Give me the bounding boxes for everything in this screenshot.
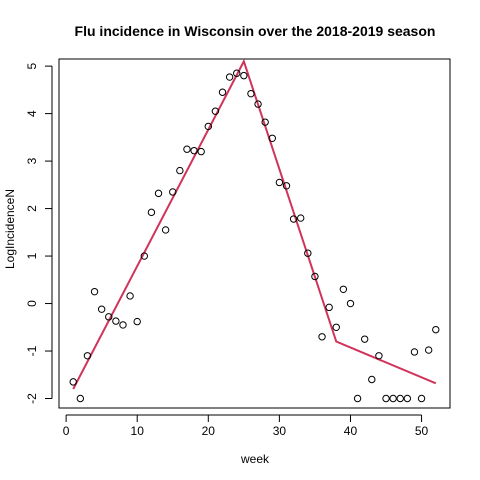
data-point bbox=[254, 100, 262, 108]
data-point bbox=[396, 394, 404, 403]
data-point bbox=[161, 226, 170, 234]
data-point bbox=[410, 348, 419, 356]
data-point bbox=[76, 394, 85, 403]
data-point bbox=[154, 189, 163, 198]
data-point bbox=[147, 208, 156, 217]
data-point bbox=[382, 394, 390, 403]
data-point bbox=[325, 303, 333, 312]
data-point bbox=[339, 285, 348, 293]
x-tick-label: 10 bbox=[131, 424, 145, 438]
data-point bbox=[218, 88, 227, 96]
data-point bbox=[417, 394, 426, 403]
data-point bbox=[112, 317, 120, 325]
data-point bbox=[83, 352, 92, 360]
data-point bbox=[105, 313, 113, 321]
data-point bbox=[297, 214, 305, 222]
y-axis: -2 -1 0 1 2 3 4 5 bbox=[25, 62, 53, 404]
data-point bbox=[247, 89, 255, 98]
x-tick-label: 20 bbox=[202, 424, 216, 438]
data-point bbox=[190, 146, 198, 155]
data-point bbox=[304, 249, 312, 257]
data-point bbox=[140, 252, 149, 260]
chart-title: Flu incidence in Wisconsin over the 2018… bbox=[75, 23, 436, 39]
fit-line bbox=[72, 58, 437, 390]
x-tick-label: 50 bbox=[415, 424, 429, 438]
data-point bbox=[282, 182, 291, 190]
data-point bbox=[225, 73, 234, 81]
data-point bbox=[126, 292, 134, 300]
y-tick-label: -1 bbox=[25, 345, 39, 356]
data-point bbox=[119, 321, 127, 329]
plot-frame bbox=[58, 58, 451, 409]
data-point bbox=[169, 188, 177, 196]
data-point bbox=[97, 305, 106, 313]
x-tick-label: 0 bbox=[63, 424, 70, 438]
y-tick-label: 1 bbox=[25, 252, 39, 259]
y-tick-label: 3 bbox=[25, 157, 39, 164]
data-point bbox=[424, 346, 433, 354]
data-point bbox=[211, 107, 220, 115]
y-tick-label: 5 bbox=[25, 62, 39, 69]
data-point bbox=[275, 178, 284, 187]
data-point bbox=[318, 333, 326, 341]
points-layer bbox=[69, 69, 440, 403]
x-tick-label: 30 bbox=[273, 424, 287, 438]
x-tick-label: 40 bbox=[344, 424, 358, 438]
y-tick-label: 2 bbox=[25, 205, 39, 212]
data-point bbox=[368, 375, 376, 384]
y-tick-label: 0 bbox=[25, 300, 39, 307]
data-point bbox=[346, 299, 355, 308]
y-tick-label: 4 bbox=[25, 110, 39, 117]
data-point bbox=[353, 394, 362, 403]
data-point bbox=[375, 352, 383, 360]
data-point bbox=[268, 134, 276, 142]
data-point bbox=[204, 122, 212, 131]
data-point bbox=[197, 147, 205, 156]
data-point bbox=[233, 69, 241, 77]
data-point bbox=[289, 215, 298, 223]
data-point bbox=[133, 317, 141, 326]
y-axis-label: LogIncidenceN bbox=[3, 189, 17, 269]
data-point bbox=[240, 71, 248, 80]
data-point bbox=[403, 394, 412, 403]
data-point bbox=[69, 378, 77, 386]
data-point bbox=[183, 145, 191, 153]
data-point bbox=[261, 118, 269, 126]
data-point bbox=[311, 272, 319, 281]
y-tick-label: -2 bbox=[25, 393, 39, 404]
data-point bbox=[90, 287, 99, 296]
data-point bbox=[332, 323, 340, 331]
data-point bbox=[432, 325, 440, 334]
x-axis-label: week bbox=[240, 452, 270, 466]
data-point bbox=[389, 394, 397, 403]
x-axis: 0 10 20 30 40 50 bbox=[63, 414, 429, 438]
fit-line-layer bbox=[72, 58, 437, 390]
data-point bbox=[360, 335, 369, 343]
data-point bbox=[176, 166, 184, 175]
